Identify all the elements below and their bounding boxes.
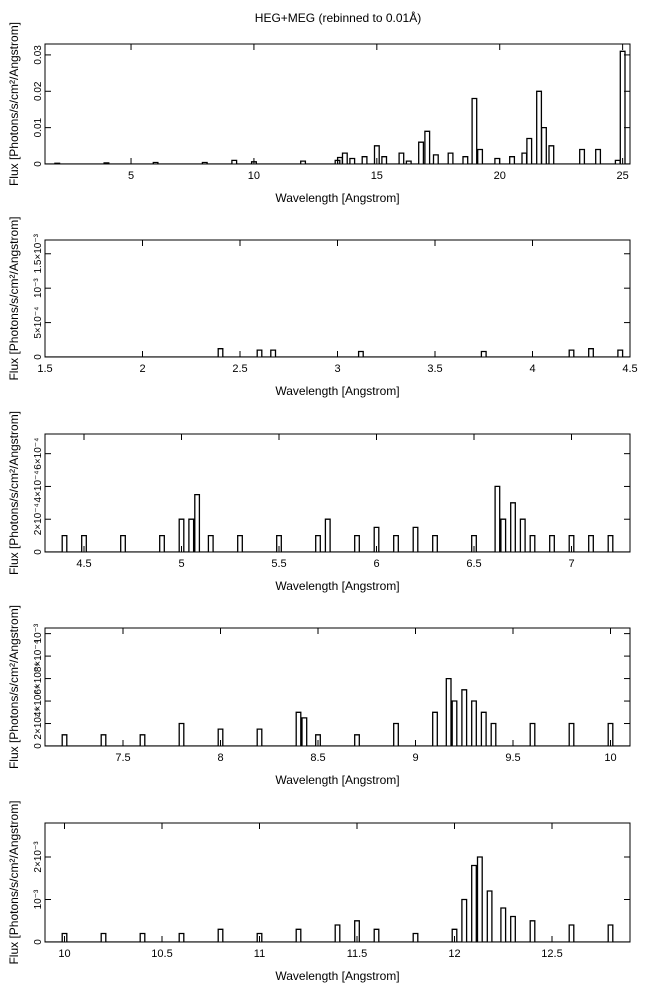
y-tick-label: 1.5×10⁻³	[33, 233, 44, 273]
y-tick-label: 2×10⁻⁴	[33, 503, 44, 535]
y-tick-label: 2×10⁻³	[33, 841, 44, 873]
plot-frame	[44, 43, 631, 165]
y-axis-label: Flux [Photons/s/cm²/Angstrom]	[7, 605, 21, 769]
figure-title: HEG+MEG (rebinned to 0.01Å)	[255, 10, 421, 25]
x-tick-label: 25	[617, 170, 629, 182]
y-tick-label: 0	[33, 743, 44, 749]
x-tick-label: 5.5	[271, 558, 286, 570]
y-axis-label: Flux [Photons/s/cm²/Angstrom]	[7, 411, 21, 575]
x-tick-label: 10.5	[151, 948, 172, 960]
x-tick-label: 11	[254, 948, 265, 960]
x-tick-label: 5	[178, 558, 184, 570]
x-tick-label: 4.5	[76, 558, 91, 570]
y-tick-label: 6×10⁻⁴	[33, 438, 44, 470]
y-tick-label: 4×10⁻⁴	[33, 685, 44, 717]
spectrum-line	[45, 50, 630, 164]
x-tick-label: 5	[128, 170, 134, 182]
x-tick-label: 2	[139, 363, 145, 375]
spectrum-line	[45, 485, 630, 552]
y-axis-label: Flux [Photons/s/cm²/Angstrom]	[7, 800, 21, 964]
x-axis-label: Wavelength [Angstrom]	[275, 384, 399, 398]
y-tick-label: 4×10⁻⁴	[33, 470, 44, 502]
x-tick-label: 9.5	[505, 752, 520, 764]
y-tick-label: 0	[33, 161, 44, 167]
spectrum-line	[45, 348, 630, 357]
y-tick-label: 2×10⁻⁴	[33, 707, 44, 739]
x-tick-label: 3	[334, 363, 340, 375]
x-tick-label: 4.5	[622, 363, 637, 375]
x-tick-label: 10	[604, 752, 616, 764]
y-tick-label: 6×10⁻⁴	[33, 663, 44, 695]
x-tick-label: 12.5	[541, 948, 562, 960]
x-tick-label: 7	[568, 558, 574, 570]
y-tick-label: 0	[33, 939, 44, 945]
y-tick-label: 0	[33, 354, 44, 360]
y-tick-label: 10⁻³	[33, 278, 44, 298]
x-tick-label: 15	[371, 170, 383, 182]
chart-panel-4: 7.5 8 8.5 9 9.5 10 0 2×10⁻⁴4×10⁻⁴6×10⁻⁴8×10⁻⁴10…	[7, 605, 631, 787]
x-tick-label: 10	[58, 948, 70, 960]
x-axis-label: Wavelength [Angstrom]	[275, 773, 399, 787]
x-tick-label: 2.5	[232, 363, 247, 375]
y-tick-label: 0.01	[33, 117, 44, 137]
y-axis-label: Flux [Photons/s/cm²/Angstrom]	[7, 22, 21, 186]
x-tick-label: 20	[494, 170, 506, 182]
x-tick-label: 9	[412, 752, 418, 764]
x-axis-label: Wavelength [Angstrom]	[275, 191, 399, 205]
y-tick-label: 5×10⁻⁴	[33, 307, 44, 339]
x-tick-label: 3.5	[427, 363, 442, 375]
spectrum-line	[45, 856, 630, 942]
plot-frame	[44, 627, 631, 747]
x-tick-label: 1.5	[37, 363, 52, 375]
y-tick-label: 10⁻³	[33, 889, 44, 909]
x-tick-label: 10	[248, 170, 260, 182]
chart-panel-1: 5 10 15 20 25 0 0.01 0.02 0.03 Wavelength [Angstr…	[7, 22, 631, 205]
x-tick-label: 8	[217, 752, 223, 764]
x-tick-label: 6	[373, 558, 379, 570]
x-tick-label: 12	[448, 948, 460, 960]
x-tick-label: 6.5	[466, 558, 481, 570]
y-tick-label: 10⁻³	[33, 623, 44, 643]
chart-panel-5: 10 10.5 11 11.5 12 12.5 0 10⁻³ 2×10⁻³ Wavelength …	[7, 800, 631, 983]
x-axis-label: Wavelength [Angstrom]	[275, 579, 399, 593]
chart-panel-3: 4.5 5 5.5 6 6.5 7 0 2×10⁻⁴4×10⁻⁴6×10⁻⁴ Wavelengt…	[7, 411, 631, 593]
x-axis-label: Wavelength [Angstrom]	[275, 969, 399, 983]
spectrum-line	[45, 677, 630, 746]
y-tick-label: 8×10⁻⁴	[33, 640, 44, 672]
y-tick-label: 0.03	[33, 45, 44, 65]
y-tick-label: 0.02	[33, 81, 44, 101]
x-tick-label: 11.5	[347, 948, 368, 960]
y-axis-label: Flux [Photons/s/cm²/Angstrom]	[7, 216, 21, 380]
x-tick-label: 4	[529, 363, 535, 375]
y-tick-label: 0	[33, 549, 44, 555]
plot-frame	[44, 239, 631, 358]
plot-frame	[44, 822, 631, 943]
plot-frame	[44, 433, 631, 553]
x-tick-label: 7.5	[115, 752, 130, 764]
x-tick-label: 8.5	[310, 752, 325, 764]
chart-panel-2: 1.5 2 2.5 3 3.5 4 4.5 0 5×10⁻⁴ 10⁻³ 1.5×10⁻³ Wavele…	[7, 216, 638, 398]
